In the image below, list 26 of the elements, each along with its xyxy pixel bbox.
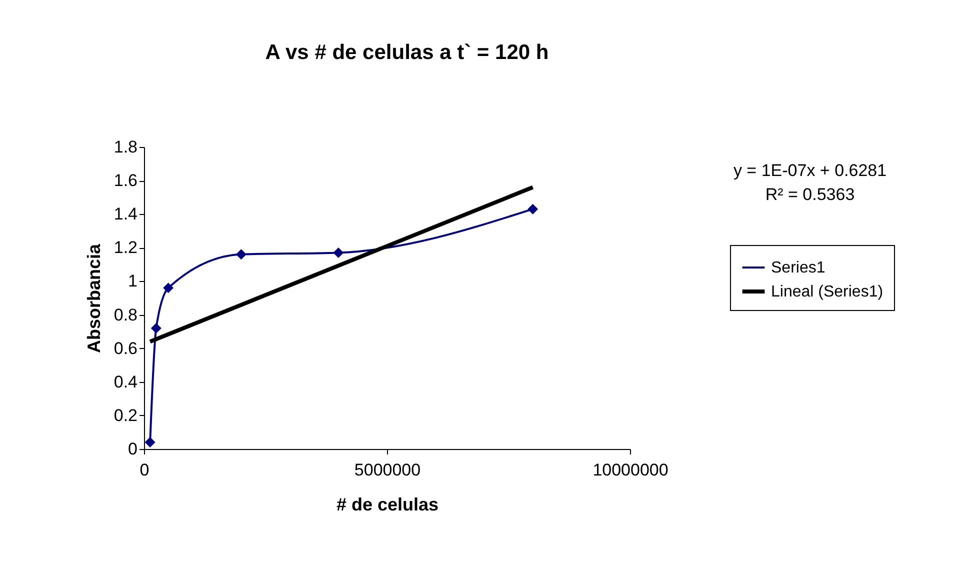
y-tick-label: 0.8 [114, 305, 138, 324]
x-tick-label: 0 [140, 460, 150, 480]
x-tick-label: 5000000 [354, 460, 421, 480]
x-tick-label: 10000000 [592, 460, 668, 480]
text: y = 1E-07x + 0.6281 [733, 161, 887, 180]
y-tick-label: 0.2 [114, 406, 138, 425]
y-axis-title: Absorbancia [84, 243, 104, 354]
point [236, 249, 246, 260]
legend-label: Lineal (Series1) [771, 284, 884, 300]
point [163, 282, 174, 294]
y-tick-label: 0.6 [114, 338, 138, 358]
y-tick-label: 1.4 [114, 204, 138, 224]
legend-label: Series1 [771, 260, 826, 276]
x-axis-title: # de celulas [336, 494, 439, 514]
point [528, 204, 538, 214]
y-tick-label: 1.2 [114, 238, 138, 258]
point [144, 437, 156, 448]
y-tick-label: 0.4 [114, 372, 138, 392]
point [150, 322, 162, 334]
point [333, 247, 344, 258]
y-tick-label: 1.8 [114, 138, 138, 156]
chart-title: A vs # de celulas a t` = 120 h [265, 41, 549, 64]
y-tick-label: 1 [128, 272, 138, 291]
y-tick-label: 1.6 [114, 171, 138, 190]
y-tick-label: 0 [128, 440, 138, 458]
text: R² = 0.5363 [765, 185, 855, 204]
